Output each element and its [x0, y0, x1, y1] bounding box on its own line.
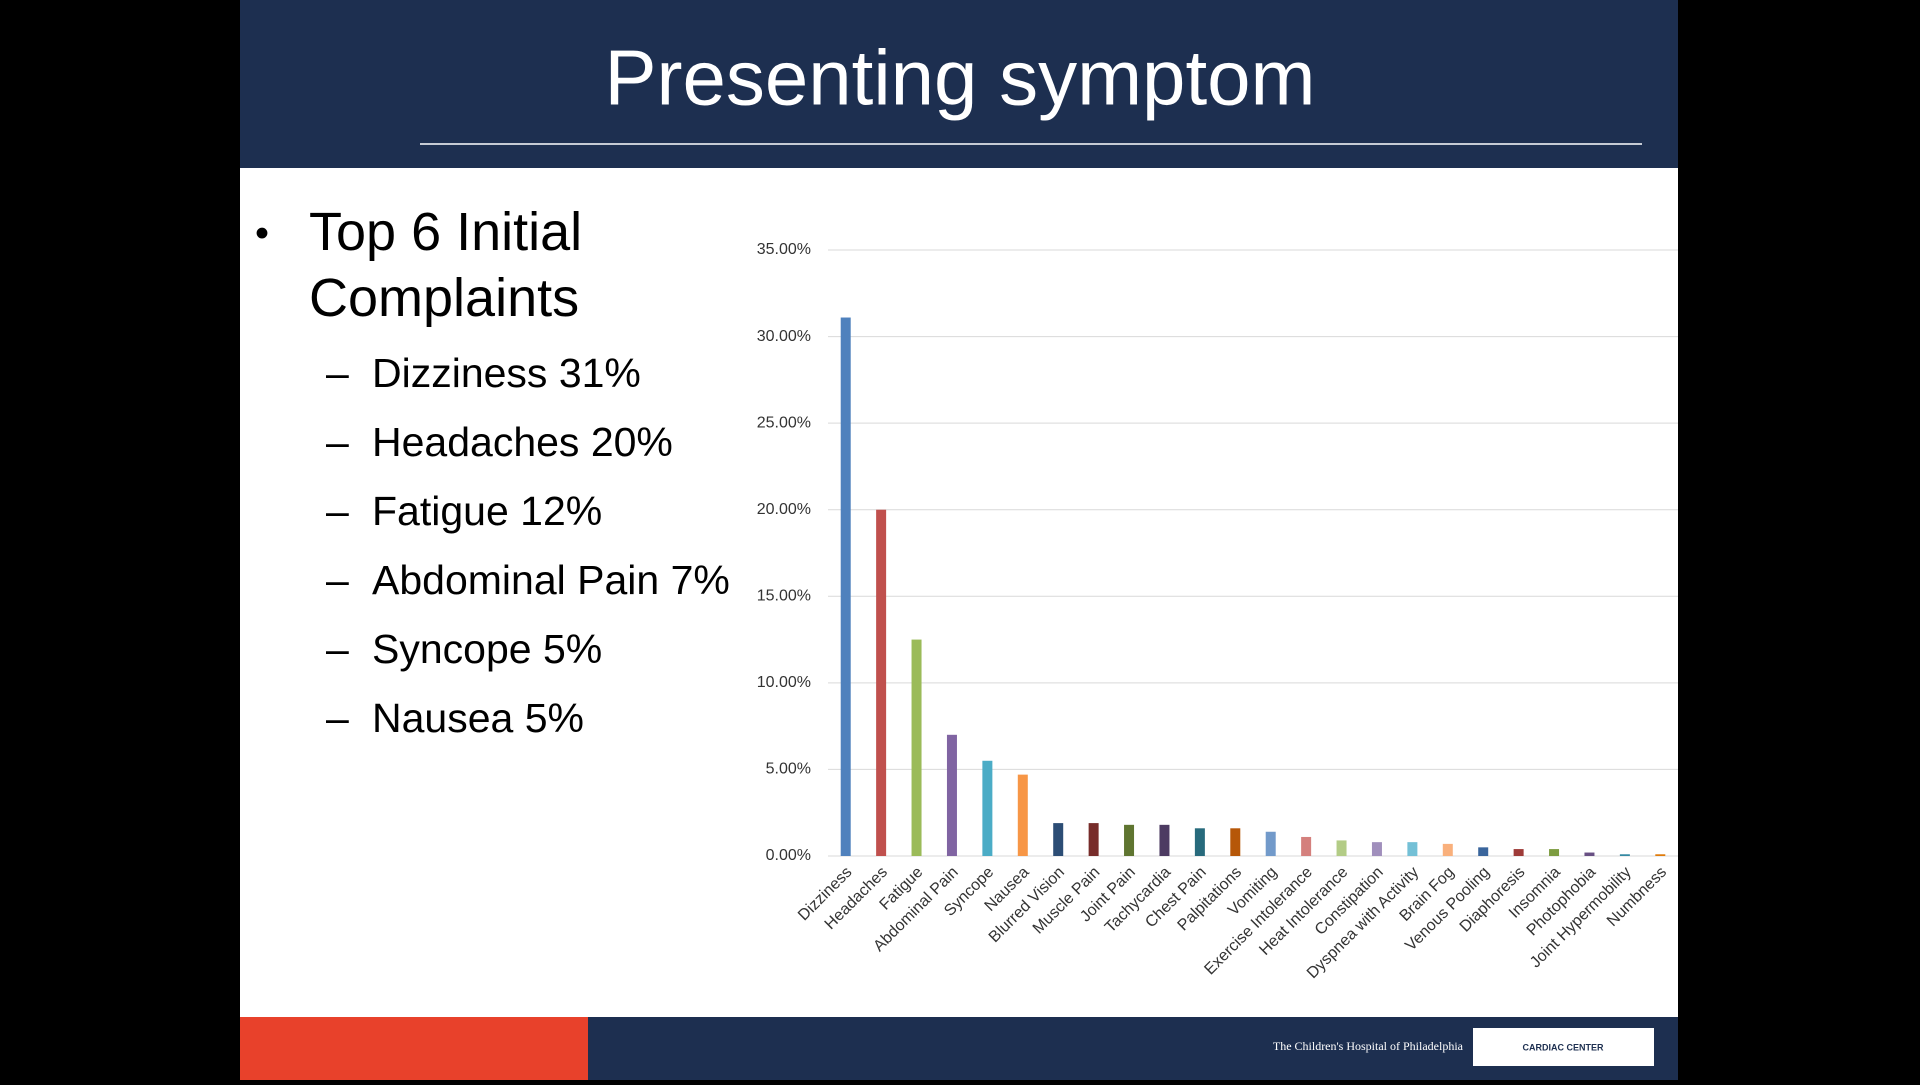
dash: – [326, 557, 349, 603]
bar [1478, 847, 1489, 856]
bar [1194, 828, 1205, 856]
slide-title: Presenting symptom [605, 34, 1316, 122]
bar [1265, 831, 1276, 856]
bar [876, 509, 887, 856]
list-item: Fatigue 12% [372, 488, 602, 534]
bar [1619, 854, 1630, 856]
list-item: Dizziness 31% [372, 350, 641, 396]
bar [1336, 840, 1347, 856]
bar [1655, 854, 1666, 856]
bar [1124, 824, 1135, 856]
bar [1549, 849, 1560, 856]
bar [1407, 842, 1418, 856]
bar [946, 734, 957, 856]
bar [1584, 852, 1595, 856]
list-item: Nausea 5% [372, 695, 584, 741]
bar [1159, 824, 1170, 856]
bar [1513, 849, 1524, 856]
dash: – [326, 419, 349, 465]
center-logo-bg [1473, 1028, 1654, 1066]
y-tick-label: 35.00% [757, 241, 811, 258]
y-tick-label: 10.00% [757, 674, 811, 691]
y-tick-label: 0.00% [766, 847, 811, 864]
y-tick-label: 5.00% [766, 761, 811, 778]
dash: – [326, 488, 349, 534]
list-item: Syncope 5% [372, 626, 602, 672]
bar [1301, 836, 1312, 856]
footer-accent [240, 1017, 588, 1080]
title-band [240, 0, 1678, 168]
bar [1053, 823, 1064, 856]
bullet-dot: • [255, 212, 269, 256]
list-item: Abdominal Pain 7% [372, 557, 730, 603]
bar [911, 639, 922, 856]
bar [1017, 774, 1028, 856]
center-logo: CARDIAC CENTER [1523, 1042, 1605, 1052]
dash: – [326, 626, 349, 672]
list-item: Headaches 20% [372, 419, 673, 465]
dash: – [326, 695, 349, 741]
dash: – [326, 350, 349, 396]
slide-bg [240, 0, 1678, 1080]
y-tick-label: 15.00% [757, 588, 811, 605]
bar [1088, 823, 1099, 856]
bar [1442, 843, 1453, 856]
hospital-logo: The Children's Hospital of Philadelphia [1273, 1039, 1464, 1053]
bar [982, 760, 993, 856]
bar [1230, 828, 1241, 856]
y-tick-label: 25.00% [757, 414, 811, 431]
bullet-text: Top 6 Initial Complaints [309, 202, 582, 328]
y-tick-label: 30.00% [757, 328, 811, 345]
bar [1371, 842, 1382, 856]
bar [840, 317, 851, 856]
y-tick-label: 20.00% [757, 501, 811, 518]
